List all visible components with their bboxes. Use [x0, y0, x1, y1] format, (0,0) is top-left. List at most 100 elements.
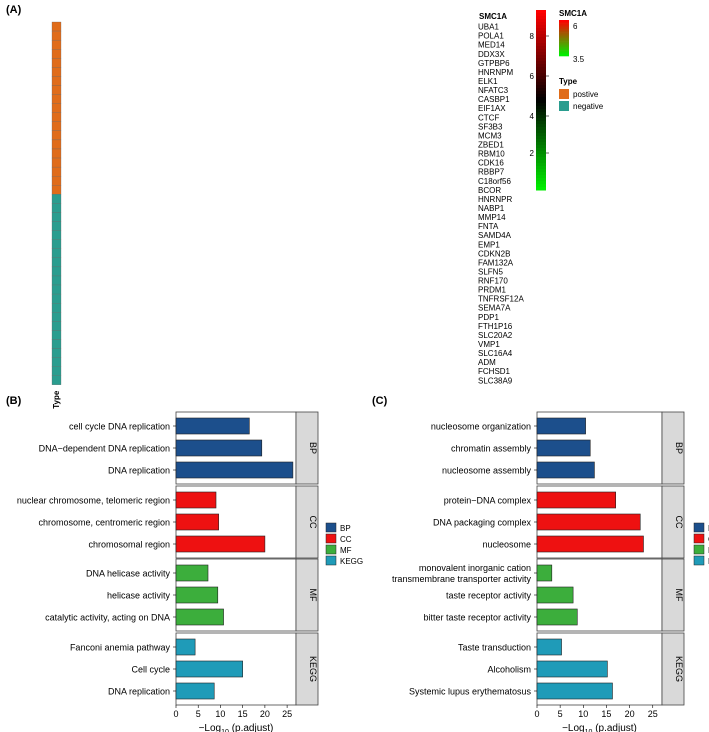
type-annotation-cell: [51, 239, 62, 249]
smc1a-legend-segment: [559, 38, 569, 41]
panel-b-bar-label: cell cycle DNA replication: [69, 422, 170, 432]
panel-c-bar: [536, 461, 595, 479]
gene-label: CDKN2B: [478, 249, 510, 258]
smc1a-legend-segment: [559, 29, 569, 32]
type-annotation-cell: [51, 49, 62, 59]
type-annotation-cell: [51, 257, 62, 268]
panel-c-legend-swatch: [693, 533, 705, 544]
gene-label: RNF170: [478, 277, 508, 286]
colorbar-segment: [536, 40, 546, 44]
type-annotation-cell: [51, 357, 62, 367]
gene-label: CDK16: [478, 159, 504, 168]
gene-label: FAM132A: [478, 258, 514, 267]
colorbar-segment: [536, 115, 546, 119]
type-legend-swatch: [559, 101, 569, 111]
type-annotation-cell: [51, 185, 62, 195]
smc1a-legend-segment: [559, 41, 569, 44]
type-annotation-cell: [51, 130, 62, 141]
type-annotation-cell: [51, 248, 62, 258]
type-annotation-cell: [51, 139, 62, 150]
smc1a-legend-segment: [559, 39, 569, 42]
colorbar-segment: [536, 49, 546, 53]
gene-label: ELK1: [478, 77, 498, 86]
colorbar-segment: [536, 157, 546, 161]
panel-b-facet-strip: [295, 558, 319, 632]
panel-b-bar-label: helicase activity: [107, 591, 171, 601]
gene-label: SF3B3: [478, 122, 503, 131]
type-annotation-cell: [51, 339, 62, 349]
colorbar-segment: [536, 10, 546, 14]
type-annotation-cell: [51, 67, 62, 77]
gene-label: BCOR: [478, 186, 501, 195]
panel-b-bar: [175, 461, 294, 479]
panel-b-legend-swatch: [325, 522, 337, 533]
colorbar-segment: [536, 145, 546, 149]
panel-b-legend-label: MF: [340, 546, 352, 555]
panel-b-x-tick-label: 15: [238, 709, 248, 719]
colorbar-segment: [536, 76, 546, 80]
colorbar-segment: [536, 118, 546, 122]
gene-label: ADM: [478, 358, 496, 367]
colorbar-segment: [536, 31, 546, 35]
panel-c-bar-label: nucleosome organization: [431, 422, 531, 432]
gene-label: RBBP7: [478, 168, 505, 177]
panel-b-bar-label: DNA replication: [108, 687, 170, 697]
gene-label: CASBP1: [478, 95, 510, 104]
panel-b-bar: [175, 417, 250, 435]
panel-b-facet-strip-label: MF: [308, 589, 318, 602]
colorbar-segment: [536, 61, 546, 65]
panel-c-bar: [536, 535, 644, 553]
panel-c-bar-label: Systemic lupus erythematosus: [409, 687, 532, 697]
type-annotation-cell: [51, 312, 62, 322]
colorbar-segment: [536, 97, 546, 101]
panel-b-bar-label: DNA replication: [108, 466, 170, 476]
colorbar-segment: [536, 46, 546, 50]
type-annotation-cell: [51, 103, 62, 113]
colorbar-segment: [536, 127, 546, 131]
panel-c-facet-strip-label: CC: [674, 516, 684, 529]
colorbar-segment: [536, 130, 546, 134]
gene-label: FNTA: [478, 222, 499, 231]
gene-label: MCM3: [478, 131, 502, 140]
smc1a-legend-segment: [559, 32, 569, 35]
gene-label: TNFRSF12A: [478, 295, 524, 304]
type-annotation-cell: [51, 330, 62, 340]
colorbar-segment: [536, 175, 546, 179]
colorbar-segment: [536, 166, 546, 170]
type-annotation-cell: [51, 203, 62, 213]
smc1a-legend-segment: [559, 34, 569, 37]
colorbar-segment: [536, 151, 546, 155]
smc1a-legend-segment: [559, 25, 569, 28]
panel-c-facet-strip: [661, 485, 685, 559]
panel-b-legend-label: KEGG: [340, 557, 363, 566]
panel-b-bar-label: chromosomal region: [88, 540, 170, 550]
panel-b-legend-label: CC: [340, 535, 352, 544]
colorbar-segment: [536, 85, 546, 89]
type-legend-label: negative: [573, 102, 604, 111]
panel-b-bar-label: Fanconi anemia pathway: [70, 643, 171, 653]
panel-c-x-tick-label: 10: [578, 709, 588, 719]
type-annotation-cell: [51, 166, 62, 177]
smc1a-legend-segment: [559, 36, 569, 39]
panel-c-bar-label: bitter taste receptor activity: [423, 613, 531, 623]
colorbar-segment: [536, 136, 546, 140]
panel-b-facet-strip-label: KEGG: [308, 656, 318, 682]
panel-b-bar-label: nuclear chromosome, telomeric region: [17, 496, 170, 506]
panel-b-facet-strip: [295, 632, 319, 706]
smc1a-legend-segment: [559, 47, 569, 50]
colorbar-segment: [536, 52, 546, 56]
colorbar-segment: [536, 43, 546, 47]
panel-b-facet-strip: [295, 485, 319, 559]
type-annotation-cell: [51, 321, 62, 331]
panel-b-legend-label: BP: [340, 524, 351, 533]
smc1a-legend-segment: [559, 45, 569, 48]
type-annotation-cell: [51, 30, 62, 41]
panel-c-bar-label: protein−DNA complex: [444, 496, 532, 506]
gene-label: SEMA7A: [478, 304, 511, 313]
smc1a-legend-segment: [559, 48, 569, 51]
panel-c-legend-swatch: [693, 522, 705, 533]
panel-b-facet-strip-label: CC: [308, 516, 318, 529]
type-axis-label: Type: [52, 390, 61, 409]
panel-c-facet-strip-label: BP: [674, 442, 684, 454]
